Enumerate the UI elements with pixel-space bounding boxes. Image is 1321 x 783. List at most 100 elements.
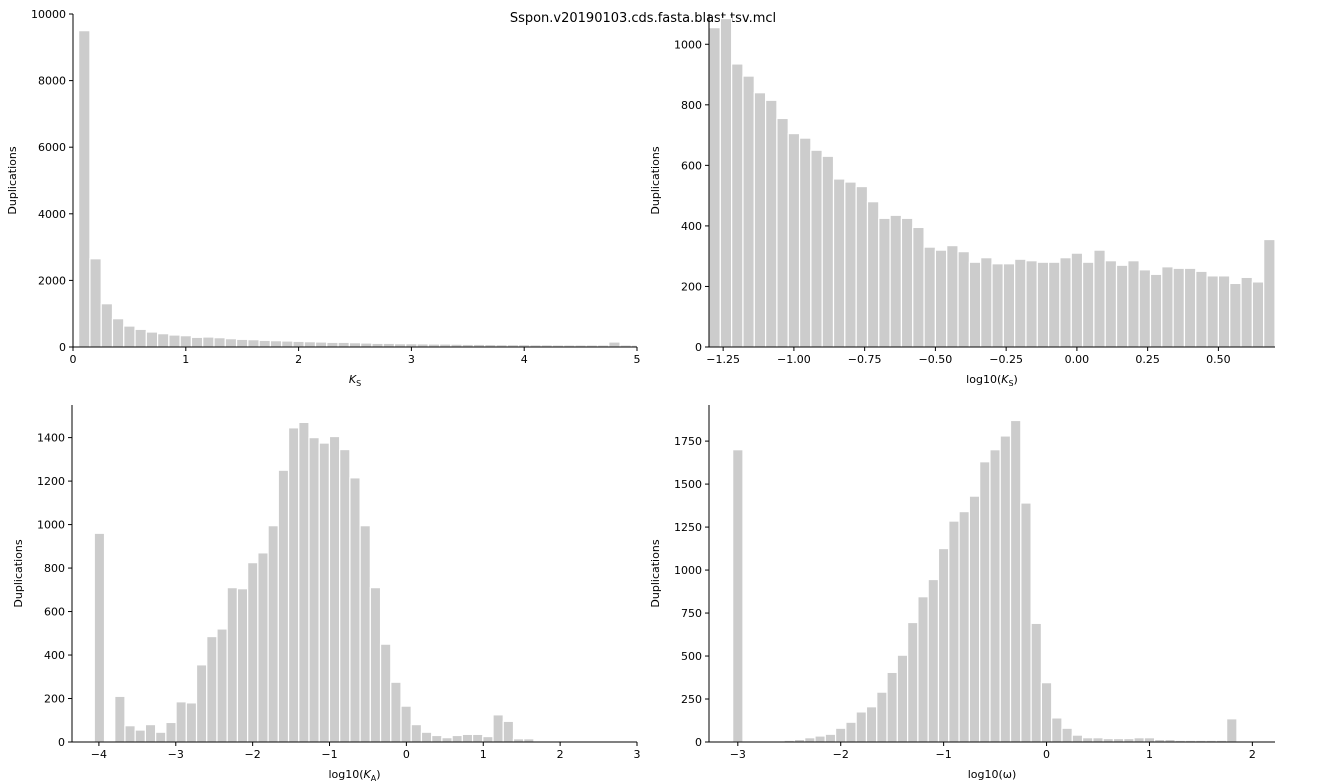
histogram-bar xyxy=(471,733,484,743)
histogram-bar xyxy=(1183,267,1197,348)
histogram-bar xyxy=(185,702,198,743)
histogram-bar xyxy=(804,737,816,743)
histogram-bar xyxy=(927,578,940,743)
y-tick-label: 0 xyxy=(695,736,702,749)
histogram-bar xyxy=(1061,727,1073,743)
histogram-bar xyxy=(732,449,744,743)
histogram-bar xyxy=(195,664,208,743)
x-tick-label: 1 xyxy=(182,353,189,366)
y-tick-label: 200 xyxy=(681,280,702,293)
histogram-bar xyxy=(608,341,621,348)
y-tick-label: 1400 xyxy=(37,432,65,445)
histogram-bar xyxy=(379,643,392,743)
histogram-bar xyxy=(175,701,187,743)
histogram-bar xyxy=(1143,737,1156,743)
histogram-bar xyxy=(991,263,1004,348)
histogram-bar xyxy=(1112,737,1125,743)
x-tick-label: −3 xyxy=(168,748,184,761)
histogram-bar xyxy=(236,588,249,743)
x-tick-label: −1 xyxy=(936,748,952,761)
histogram-bar xyxy=(1138,269,1152,348)
y-tick-label: 1500 xyxy=(674,478,702,491)
histogram-bar xyxy=(431,734,443,743)
histogram-bar xyxy=(202,336,215,348)
y-tick-label: 800 xyxy=(681,99,702,112)
y-tick-label: 750 xyxy=(681,607,702,620)
histogram-bar xyxy=(968,261,982,348)
y-tick-label: 1000 xyxy=(674,38,702,51)
panel-log-ka: −4 −3 −2 −1 0 1 2 3 0 200 400 600 800 1000 1200 1400 log… xyxy=(12,405,641,783)
histogram-bar xyxy=(134,328,147,348)
histogram-bar xyxy=(1251,281,1265,348)
histogram-bar xyxy=(369,587,382,743)
x-tick-label: −1.00 xyxy=(777,353,811,366)
histogram-bar xyxy=(318,442,331,743)
x-tick-label: 2 xyxy=(557,748,564,761)
histogram-bar xyxy=(1240,276,1253,348)
y-tick-label: 250 xyxy=(681,693,702,706)
x-tick-label: 0.00 xyxy=(1065,353,1090,366)
histogram-bar xyxy=(1149,273,1163,348)
histogram-bar xyxy=(134,729,147,743)
histogram-bar xyxy=(855,711,868,743)
y-tick-label: 8000 xyxy=(38,75,66,88)
histogram-bar xyxy=(1102,737,1115,743)
histogram-bar xyxy=(308,437,320,743)
y-axis-label: Duplications xyxy=(12,539,25,607)
histogram-bar xyxy=(235,338,249,348)
x-axis-label: log10(KA) xyxy=(328,768,380,783)
histogram-bar xyxy=(845,721,857,743)
histogram-bar xyxy=(1002,263,1016,348)
y-tick-label: 1000 xyxy=(674,564,702,577)
histogram-bar xyxy=(144,724,157,743)
histogram-bar xyxy=(866,201,880,348)
bars xyxy=(93,421,535,743)
histogram-bar xyxy=(742,75,755,348)
x-tick-label: 0.50 xyxy=(1206,353,1231,366)
histogram-bar xyxy=(179,335,193,348)
histogram-bar xyxy=(937,547,950,743)
y-tick-label: 400 xyxy=(44,649,65,662)
histogram-bar xyxy=(979,461,991,743)
x-tick-label: 4 xyxy=(521,353,528,366)
histogram-bar xyxy=(1014,258,1027,348)
histogram-bar xyxy=(1115,264,1129,348)
x-tick-label: −0.25 xyxy=(989,353,1023,366)
histogram-bar xyxy=(371,342,384,348)
histogram-bar xyxy=(1009,419,1022,743)
histogram-bar xyxy=(281,340,294,348)
y-axis-label: Duplications xyxy=(649,539,662,607)
y-tick-label: 500 xyxy=(681,650,702,663)
x-axis-label: log10(ω) xyxy=(968,768,1017,781)
histogram-bar xyxy=(946,244,959,348)
histogram-bar xyxy=(123,325,136,348)
histogram-bar xyxy=(451,734,463,743)
histogram-bar xyxy=(1229,282,1242,348)
histogram-bar xyxy=(968,495,981,743)
histogram-bar xyxy=(1040,682,1053,743)
histogram-bar xyxy=(247,339,260,348)
x-tick-label: 5 xyxy=(634,353,641,366)
y-tick-label: 0 xyxy=(59,341,66,354)
y-tick-label: 2000 xyxy=(38,274,66,287)
y-tick-label: 1250 xyxy=(674,521,702,534)
histogram-bar xyxy=(719,17,733,348)
histogram-bar xyxy=(303,341,317,348)
histogram-bar xyxy=(328,435,341,743)
histogram-bar xyxy=(269,340,283,348)
histogram-bar xyxy=(216,628,228,743)
histogram-bar xyxy=(814,735,826,743)
histogram-bar xyxy=(111,318,125,348)
x-axis-label: log10(KS) xyxy=(966,373,1018,388)
histogram-bar xyxy=(482,735,494,743)
histogram-bar xyxy=(359,525,371,743)
histogram-bar xyxy=(314,341,328,348)
histogram-bar xyxy=(865,706,878,743)
histogram-bar xyxy=(1133,737,1145,743)
histogram-bar xyxy=(441,737,453,743)
y-tick-label: 1750 xyxy=(674,435,702,448)
histogram-bar xyxy=(100,303,114,348)
x-tick-label: 2 xyxy=(295,353,302,366)
histogram-bar xyxy=(1071,734,1084,743)
histogram-bar xyxy=(257,552,269,743)
